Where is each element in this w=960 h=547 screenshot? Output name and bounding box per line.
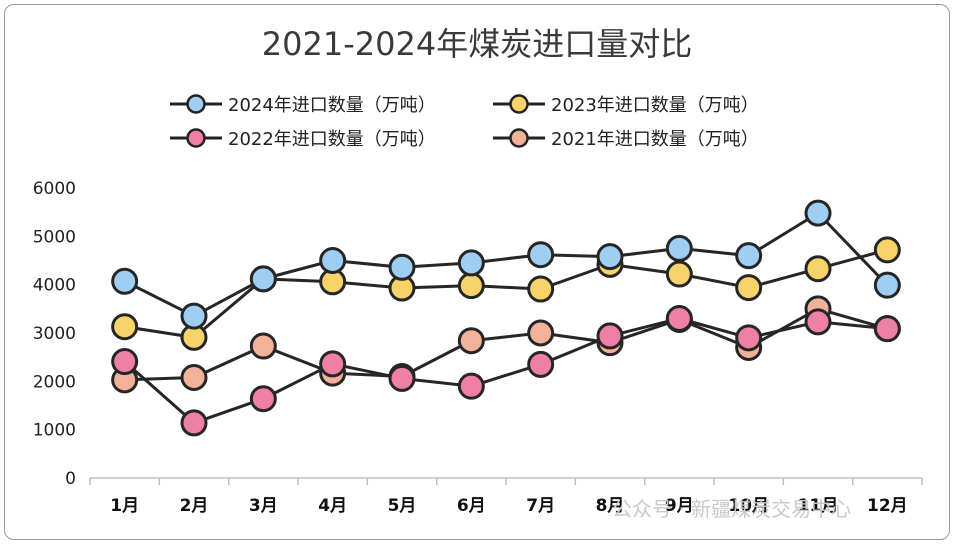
- legend-marker: [509, 128, 529, 148]
- legend-label: 2022年进口数量（万吨）: [228, 129, 436, 150]
- data-point: [735, 242, 763, 270]
- y-tick-label: 4000: [33, 276, 76, 296]
- data-point: [111, 313, 139, 341]
- data-point: [319, 350, 347, 378]
- data-point: [249, 265, 277, 293]
- x-tick-label: 11月: [798, 496, 839, 516]
- data-point: [249, 385, 277, 413]
- legend-marker: [509, 94, 529, 114]
- legend-item: 2024年进口数量（万吨）: [170, 94, 436, 116]
- x-tick-label: 7月: [526, 496, 555, 516]
- watermark: 公众号 · 新疆煤炭交易中心: [612, 497, 851, 521]
- x-tick-label: 12月: [867, 496, 908, 516]
- data-point: [388, 364, 416, 392]
- series-line: [124, 307, 888, 382]
- data-point: [457, 327, 485, 355]
- data-point: [319, 247, 347, 274]
- data-point: [804, 308, 832, 336]
- series-group: [111, 199, 901, 437]
- series-line: [124, 248, 888, 339]
- legend-marker: [186, 94, 206, 114]
- data-point: [596, 322, 624, 350]
- data-point: [111, 348, 139, 376]
- x-tick-label: 6月: [457, 496, 486, 516]
- data-point: [804, 199, 832, 227]
- data-point: [804, 255, 832, 283]
- y-tick-label: 0: [65, 469, 76, 489]
- data-point: [249, 332, 277, 360]
- data-point: [180, 302, 208, 330]
- data-point: [873, 271, 901, 299]
- legend-label: 2023年进口数量（万吨）: [551, 95, 759, 116]
- legend: 2024年进口数量（万吨） 2023年进口数量（万吨） 2022年进口数量（万吨） 2…: [170, 94, 759, 150]
- legend-item: 2021年进口数量（万吨）: [493, 128, 759, 150]
- data-point: [527, 275, 555, 303]
- data-point: [457, 272, 485, 300]
- y-tick-label: 2000: [33, 372, 76, 392]
- x-tick-label: 1月: [110, 496, 139, 516]
- legend-label: 2021年进口数量（万吨）: [551, 129, 759, 150]
- legend-item: 2022年进口数量（万吨）: [170, 128, 436, 150]
- data-point: [457, 249, 485, 277]
- data-point: [596, 243, 624, 271]
- data-point: [873, 236, 901, 264]
- data-point: [665, 234, 693, 262]
- data-point: [735, 274, 763, 302]
- x-tick-label: 4月: [318, 496, 347, 516]
- y-tick-label: 1000: [33, 421, 76, 441]
- y-tick-label: 3000: [33, 324, 76, 344]
- data-point: [527, 319, 555, 347]
- data-point: [180, 363, 208, 391]
- x-tick-label: 9月: [665, 496, 694, 516]
- data-point: [180, 409, 208, 437]
- data-point: [527, 350, 555, 378]
- x-tick-label: 3月: [249, 496, 278, 516]
- chart-title: 2021-2024年煤炭进口量对比: [262, 25, 692, 63]
- x-tick-label: 8月: [596, 496, 625, 516]
- legend-marker: [186, 128, 206, 148]
- data-point: [665, 305, 693, 332]
- x-tick-label: 2月: [180, 496, 209, 516]
- legend-item: 2023年进口数量（万吨）: [493, 94, 759, 116]
- legend-label: 2024年进口数量（万吨）: [228, 95, 436, 116]
- y-tick-label: 6000: [33, 179, 76, 199]
- y-tick-label: 5000: [33, 227, 76, 247]
- x-tick-label: 10月: [728, 496, 769, 516]
- x-tick-label: 5月: [388, 496, 417, 516]
- data-point: [873, 315, 901, 343]
- data-point: [527, 241, 555, 269]
- data-point: [457, 372, 485, 400]
- data-point: [388, 253, 416, 281]
- data-point: [111, 267, 139, 295]
- data-point: [665, 260, 693, 288]
- axes: 0 1000 2000 3000 4000 5000 6000 1月 2月 3月 4月 5月 6月 7月 8…: [33, 179, 923, 516]
- data-point: [735, 324, 763, 352]
